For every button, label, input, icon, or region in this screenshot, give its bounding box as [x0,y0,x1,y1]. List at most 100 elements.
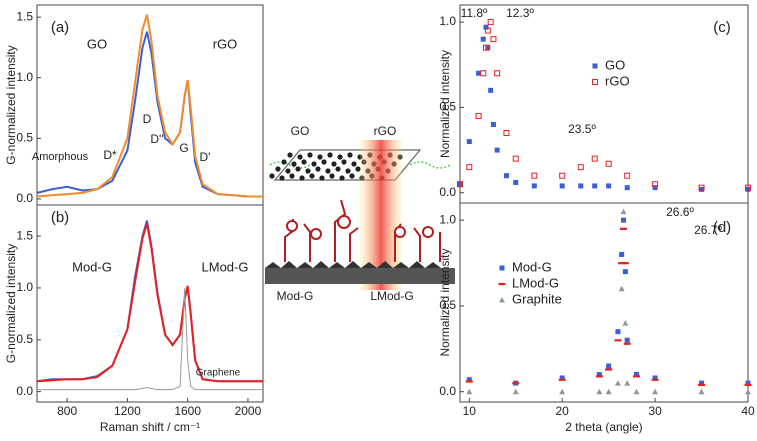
data-point [485,45,491,51]
x-tick-label: 1600 [174,404,201,418]
atom [329,173,335,179]
y-tick-label: 0.5 [439,298,456,312]
data-point [614,339,622,342]
data-point [745,388,751,395]
data-point [559,388,566,395]
atom [341,159,347,165]
go-sheet [269,149,451,181]
data-point [592,183,598,189]
annotation: D [143,112,152,126]
atom [279,175,285,181]
substrate [265,268,455,284]
data-point [512,382,520,385]
molecules [284,199,441,262]
data-point [596,388,603,395]
data-point [490,121,496,127]
series-label: Graphene [196,368,241,379]
annotation: 11.8º [461,6,488,20]
data-point [622,320,629,326]
data-point [465,380,473,383]
annotation: 26.6º [666,205,694,219]
data-point [577,164,584,171]
atom [311,161,317,167]
data-point [651,378,659,381]
data-point [490,36,497,43]
data-point [614,380,621,386]
atom [345,168,351,174]
data-point [634,372,640,378]
y-tick-label: 1.0 [439,14,456,28]
atom [287,152,293,158]
data-point [605,160,612,167]
data-point [622,269,628,275]
data-point [457,181,463,187]
series-label: Mod-G [72,259,112,274]
series-label: GO [87,36,107,51]
atom [349,173,355,179]
data-point [484,27,491,34]
atom [351,161,357,167]
atom [331,161,337,167]
annotation: G [179,141,188,155]
data-point [652,388,659,395]
data-point [633,388,640,395]
atom [295,166,301,172]
atom [289,173,295,179]
data-point [531,172,538,179]
atom [285,168,291,174]
data-point [503,130,510,137]
legend-label: rGO [605,73,630,88]
data-point [488,87,494,93]
atom [281,159,287,165]
y-tick-label: 1.5 [16,228,33,242]
y-axis-label: G-normalized intensity [4,45,18,164]
spectrum-line [37,287,263,391]
data-point [621,217,627,223]
atom [339,175,345,181]
data-point [595,375,603,378]
atom [321,159,327,165]
atom [299,175,305,181]
plot-frame [459,202,749,403]
y-tick-label: 0.5 [16,332,33,346]
y-tick-label: 1.0 [16,280,33,294]
data-point [466,388,473,395]
y-axis-label: G-normalized intensity [4,244,18,363]
data-point [466,377,472,383]
data-point [578,183,584,189]
annotation: D'' [150,132,163,146]
data-point [745,186,751,192]
data-point [620,208,627,215]
atom [325,168,331,174]
data-point [698,184,705,191]
panel-label: (b) [51,209,69,226]
atom [315,166,321,172]
annotation: 12.3º [506,6,534,20]
x-tick-label: 2000 [235,404,262,418]
atom [275,166,281,172]
atom [297,154,303,160]
series-label: LMod-G [202,259,249,274]
x-tick-label: 40 [741,404,755,418]
data-point [512,155,519,162]
y-tick-label: 0.5 [16,131,33,145]
data-point [596,372,602,378]
data-point [466,139,472,145]
atom [317,154,323,160]
panel-label: (d) [713,219,731,236]
spectrum-line [36,223,263,383]
legend-marker [498,283,506,286]
annotation: Amorphous [32,151,89,163]
y-tick-label: 1.0 [439,212,456,226]
x-tick-label: 20 [556,404,570,418]
data-point [652,375,658,381]
data-point [698,383,706,387]
legend-label: GO [605,57,625,72]
legend-marker [592,79,598,85]
data-point [623,342,631,345]
data-point [744,383,752,387]
data-point [620,227,628,230]
atom [307,152,313,158]
data-point [559,172,566,179]
panel-label: (a) [51,19,69,36]
